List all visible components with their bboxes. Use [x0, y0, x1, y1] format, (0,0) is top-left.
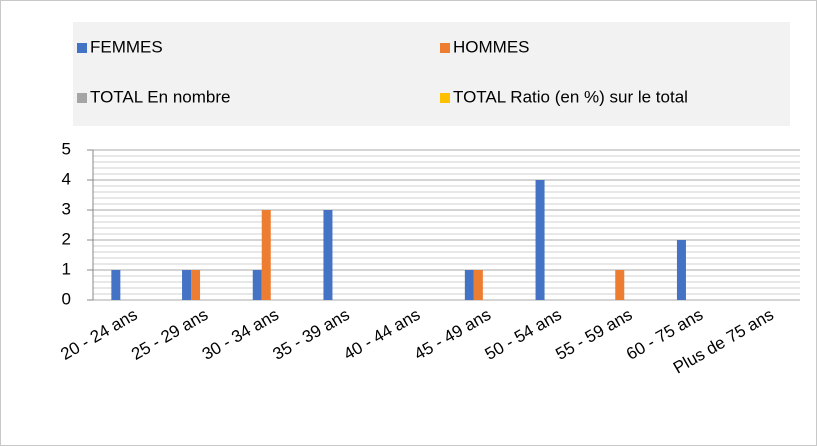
legend-swatch: [440, 93, 450, 103]
legend-swatch: [77, 93, 87, 103]
legend-box: [73, 22, 790, 126]
bar: [323, 210, 333, 300]
y-tick-label: 3: [62, 199, 71, 218]
y-tick-label: 0: [62, 289, 71, 308]
legend-label: HOMMES: [453, 37, 530, 56]
bar: [111, 270, 121, 300]
y-tick-label: 4: [62, 169, 71, 188]
legend-label: FEMMES: [90, 37, 163, 56]
bar: [252, 270, 262, 300]
bar: [464, 270, 474, 300]
bar: [473, 270, 483, 300]
legend-label: TOTAL Ratio (en %) sur le total: [453, 87, 688, 106]
y-tick-label: 1: [62, 259, 71, 278]
bar: [261, 210, 271, 300]
bar: [191, 270, 201, 300]
legend-swatch: [440, 43, 450, 53]
bar: [615, 270, 625, 300]
legend-swatch: [77, 43, 87, 53]
y-tick-label: 2: [62, 229, 71, 248]
bar: [535, 180, 545, 300]
y-tick-label: 5: [62, 139, 71, 158]
legend-label: TOTAL En nombre: [90, 87, 230, 106]
bar: [182, 270, 192, 300]
bar: [676, 240, 686, 300]
